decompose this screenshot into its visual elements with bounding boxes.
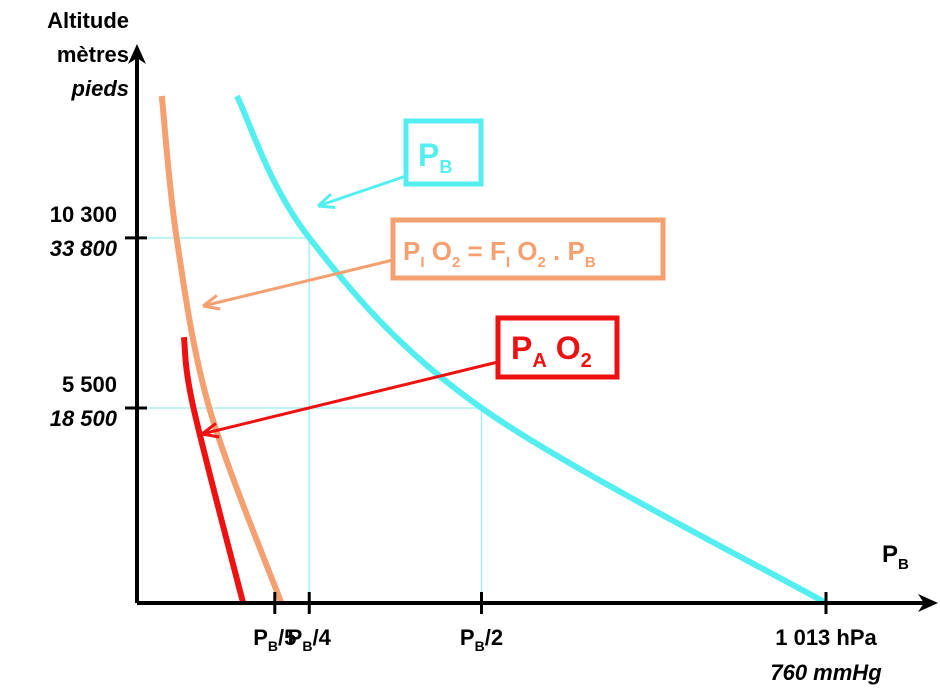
pb-box-label: PB: [418, 137, 452, 177]
label-part: = F: [460, 236, 506, 266]
y-axis-unit-secondary: pieds: [71, 76, 129, 101]
y-axis-arrowhead: [128, 44, 146, 64]
pb-annotation: PB: [403, 118, 484, 187]
x-axis-label-sub: B: [898, 556, 909, 573]
curves: [158, 94, 828, 606]
label-part: O: [425, 236, 452, 266]
y-axis-title-label: Altitude: [47, 8, 129, 33]
x-tick-label-sub: B: [302, 638, 312, 654]
pao2-box: [495, 315, 620, 380]
label-part: P: [511, 330, 532, 366]
x-axis-label: PB: [882, 541, 909, 573]
label-part: P: [403, 236, 420, 266]
y-tick-label-meters: 5 500: [62, 372, 117, 397]
pio2-box-label: PI O2 = FI O2 . PB: [403, 236, 596, 271]
label-part-sub: 2: [537, 254, 545, 271]
x-tick-label: PB/4: [288, 625, 332, 654]
pao2-box-label: PA O2: [511, 330, 592, 372]
x-axis-arrowhead: [918, 594, 938, 612]
pio2-box: [390, 217, 666, 281]
x-tick-label: PB/5: [253, 625, 296, 654]
label-part-sub: B: [585, 254, 596, 271]
pio2-annotation: PI O2 = FI O2 . PB: [390, 217, 666, 281]
pb-box-label-sub: B: [439, 157, 452, 177]
y-ticks: 10 300 33 800 5 500 18 500: [50, 202, 147, 431]
pb-arrow-head: [316, 193, 336, 209]
x-tick-label-suffix: /2: [485, 625, 503, 650]
pio2-arrow-line: [202, 258, 394, 308]
x-tick-label: 1 013 hPa: [775, 625, 877, 650]
x-tick-label: PB/2: [460, 625, 503, 654]
label-part-sub: 2: [581, 350, 592, 372]
y-tick-label-feet: 18 500: [50, 406, 118, 431]
label-part-sub: I: [420, 254, 424, 271]
label-part: O: [547, 330, 581, 366]
x-tick-label-main: P: [288, 625, 303, 650]
x-axis-label-main: P: [882, 541, 898, 568]
label-part: . P: [546, 236, 585, 266]
pao2-arrow-head: [201, 422, 220, 439]
label-part-sub: I: [506, 254, 510, 271]
pb-box: [403, 118, 484, 187]
pao2-curve: [180, 336, 247, 604]
y-tick-label-meters: 10 300: [50, 202, 117, 227]
annotation-arrows: [201, 174, 499, 439]
pio2-arrow-head: [202, 294, 221, 311]
pao2-arrow-line: [201, 360, 499, 436]
x-tick-label-main: P: [253, 625, 268, 650]
label-part: O: [510, 236, 537, 266]
label-part-sub: A: [532, 350, 546, 372]
y-axis-unit-primary: mètres: [57, 42, 129, 67]
axes: [128, 44, 938, 612]
y-axis-title: Altitude mètres pieds: [47, 8, 129, 101]
x-tick-label-sub: B: [268, 638, 278, 654]
x-tick-label-suffix: /5: [278, 625, 296, 650]
x-tick-label-main: P: [460, 625, 475, 650]
pio2-curve: [158, 95, 285, 605]
pb-curve: [234, 94, 828, 606]
x-tick-label-sub: B: [475, 638, 485, 654]
x-tick-label-line2: 760 mmHg: [770, 660, 882, 685]
pao2-annotation: PA O2: [495, 315, 620, 380]
guide-lines: [137, 237, 483, 603]
pb-arrow-line: [317, 174, 407, 208]
x-tick-label-suffix: /4: [312, 625, 331, 650]
y-tick-label-feet: 33 800: [50, 236, 118, 261]
pb-box-label-main: P: [418, 137, 439, 173]
label-part-sub: 2: [452, 254, 460, 271]
